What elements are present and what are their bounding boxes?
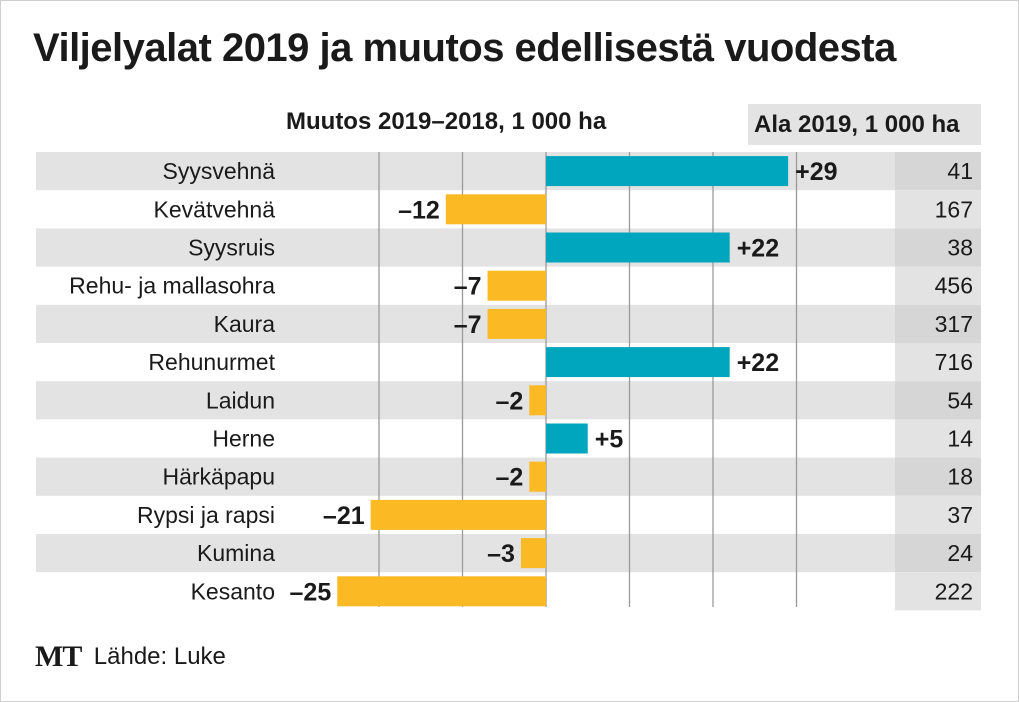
area-value: 38 [947, 235, 973, 261]
data-label: –2 [495, 464, 523, 492]
chart-title: Viljelyalat 2019 ja muutos edellisestä v… [33, 26, 896, 70]
category-label: Kumina [197, 540, 275, 566]
area-cell-band [895, 152, 981, 191]
category-label: Herne [212, 426, 275, 452]
labels: Syysvehnä +29 41 Kevätvehnä –12 167 Syysruis +2… [69, 158, 973, 606]
data-label: +22 [737, 349, 779, 377]
data-label: +22 [737, 235, 779, 263]
area-value: 317 [935, 311, 973, 337]
area-cell-band [895, 266, 981, 305]
data-label: –3 [487, 540, 515, 568]
category-label: Rehu- ja mallasohra [69, 273, 275, 299]
bar [546, 232, 730, 263]
area-value: 18 [947, 464, 973, 490]
area-value: 716 [935, 349, 973, 375]
data-label: –7 [454, 311, 482, 339]
bar [546, 347, 730, 378]
area-cell-band [895, 534, 981, 573]
bar [529, 385, 546, 416]
category-label: Syysruis [188, 235, 275, 261]
area-cell-band [895, 457, 981, 496]
data-label: –25 [290, 578, 332, 606]
bar [546, 156, 789, 187]
bar [487, 270, 546, 301]
row-bands [36, 152, 981, 611]
area-value: 167 [935, 196, 973, 222]
category-label: Kevätvehnä [154, 196, 276, 222]
area-cell-band [895, 304, 981, 343]
data-label: –2 [495, 387, 523, 415]
row-band [36, 534, 895, 573]
area-cell-band [895, 343, 981, 382]
area-cell-band [895, 381, 981, 420]
source-note: Lähde: Luke [93, 643, 226, 670]
bar [337, 576, 546, 607]
area-value: 222 [935, 578, 973, 604]
data-label: –7 [454, 273, 482, 301]
category-label: Rypsi ja rapsi [137, 502, 275, 528]
row-band [36, 228, 895, 267]
area-value: 37 [947, 502, 973, 528]
bar [520, 538, 546, 569]
area-value: 24 [947, 540, 973, 566]
area-value: 41 [947, 158, 973, 184]
data-label: –21 [323, 502, 365, 530]
data-label: +5 [595, 426, 624, 454]
category-label: Kaura [214, 311, 276, 337]
category-label: Härkäpapu [162, 464, 275, 490]
area-cell-band [895, 572, 981, 611]
area-cell-band [895, 419, 981, 458]
area-value: 456 [935, 273, 973, 299]
category-label: Laidun [206, 387, 275, 413]
area-cell-band [895, 495, 981, 534]
row-band [36, 457, 895, 496]
category-label: Rehunurmet [148, 349, 275, 375]
bar [487, 308, 546, 339]
area-value: 14 [947, 426, 973, 452]
gridlines [378, 152, 798, 607]
data-label: +29 [795, 158, 837, 186]
bar [445, 194, 546, 225]
change-axis-header: Muutos 2019–2018, 1 000 ha [286, 108, 607, 135]
area-cell-band [895, 190, 981, 229]
row-band [36, 381, 895, 420]
bars [337, 156, 789, 607]
area-value: 54 [947, 387, 973, 413]
bar [370, 499, 546, 530]
area-cell-band [895, 228, 981, 267]
mt-logo: MT [35, 640, 82, 673]
area-column-header: Ala 2019, 1 000 ha [748, 104, 981, 145]
bar [529, 461, 546, 492]
category-label: Kesanto [191, 578, 275, 604]
data-label: –12 [398, 196, 440, 224]
category-label: Syysvehnä [162, 158, 275, 184]
row-band [36, 304, 895, 343]
footer: MT Lähde: Luke [35, 640, 226, 674]
area-column-header-label: Ala 2019, 1 000 ha [754, 111, 960, 138]
bar [546, 423, 588, 454]
